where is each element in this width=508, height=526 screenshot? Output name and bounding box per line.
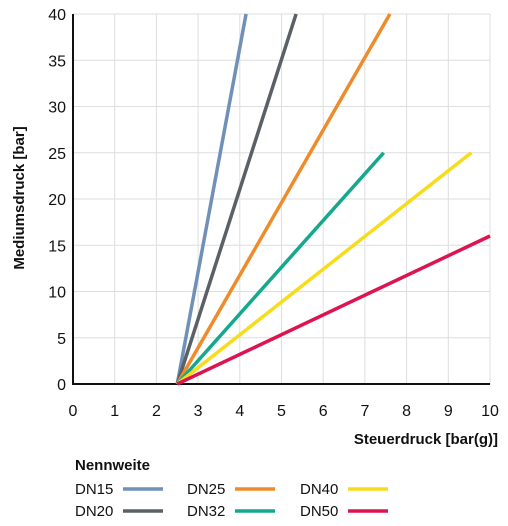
legend-label-dn25: DN25 — [187, 481, 225, 498]
x-tick-labels: 0 1 2 3 4 5 6 7 8 9 10 — [69, 403, 499, 420]
series-line-dn20 — [175, 13, 298, 385]
y-tick-label: 10 — [48, 285, 66, 302]
x-tick-label: 4 — [235, 403, 244, 420]
series-line-dn15 — [175, 13, 248, 385]
legend-label-dn50: DN50 — [300, 503, 338, 520]
x-tick-label: 9 — [444, 403, 453, 420]
legend-label-dn32: DN32 — [187, 503, 225, 520]
x-tick-label: 2 — [152, 403, 161, 420]
axes — [72, 14, 490, 385]
x-axis-title: Steuerdruck [bar(g)] — [354, 431, 498, 448]
y-tick-label: 25 — [48, 146, 66, 163]
x-tick-label: 3 — [194, 403, 203, 420]
y-tick-label: 15 — [48, 238, 66, 255]
x-tick-label: 0 — [69, 403, 78, 420]
series-line-dn32 — [175, 151, 385, 386]
series-line-dn40 — [176, 151, 473, 386]
series-line-dn25 — [175, 13, 392, 385]
y-tick-label: 35 — [48, 53, 66, 70]
y-tick-label: 0 — [57, 377, 66, 394]
legend-label-dn20: DN20 — [75, 503, 113, 520]
x-tick-label: 1 — [110, 403, 119, 420]
series-line-dn50 — [176, 234, 491, 386]
x-tick-label: 6 — [319, 403, 328, 420]
legend-label-dn15: DN15 — [75, 481, 113, 498]
y-axis-title: Mediumsdruck [bar] — [11, 126, 28, 269]
y-tick-label: 40 — [48, 7, 66, 24]
series-lines — [175, 13, 491, 386]
x-tick-label: 5 — [277, 403, 286, 420]
x-tick-label: 7 — [360, 403, 369, 420]
legend-label-dn40: DN40 — [300, 481, 338, 498]
legend-title: Nennweite — [75, 457, 150, 474]
y-tick-labels: 0 5 10 15 20 25 30 35 40 — [48, 7, 66, 394]
x-tick-label: 8 — [402, 403, 411, 420]
legend: DN15 DN20 DN25 DN32 DN40 DN50 — [75, 481, 388, 520]
y-tick-label: 30 — [48, 100, 66, 117]
y-tick-label: 5 — [57, 331, 66, 348]
x-tick-label: 10 — [481, 403, 499, 420]
y-tick-label: 20 — [48, 192, 66, 209]
grid — [73, 13, 491, 384]
